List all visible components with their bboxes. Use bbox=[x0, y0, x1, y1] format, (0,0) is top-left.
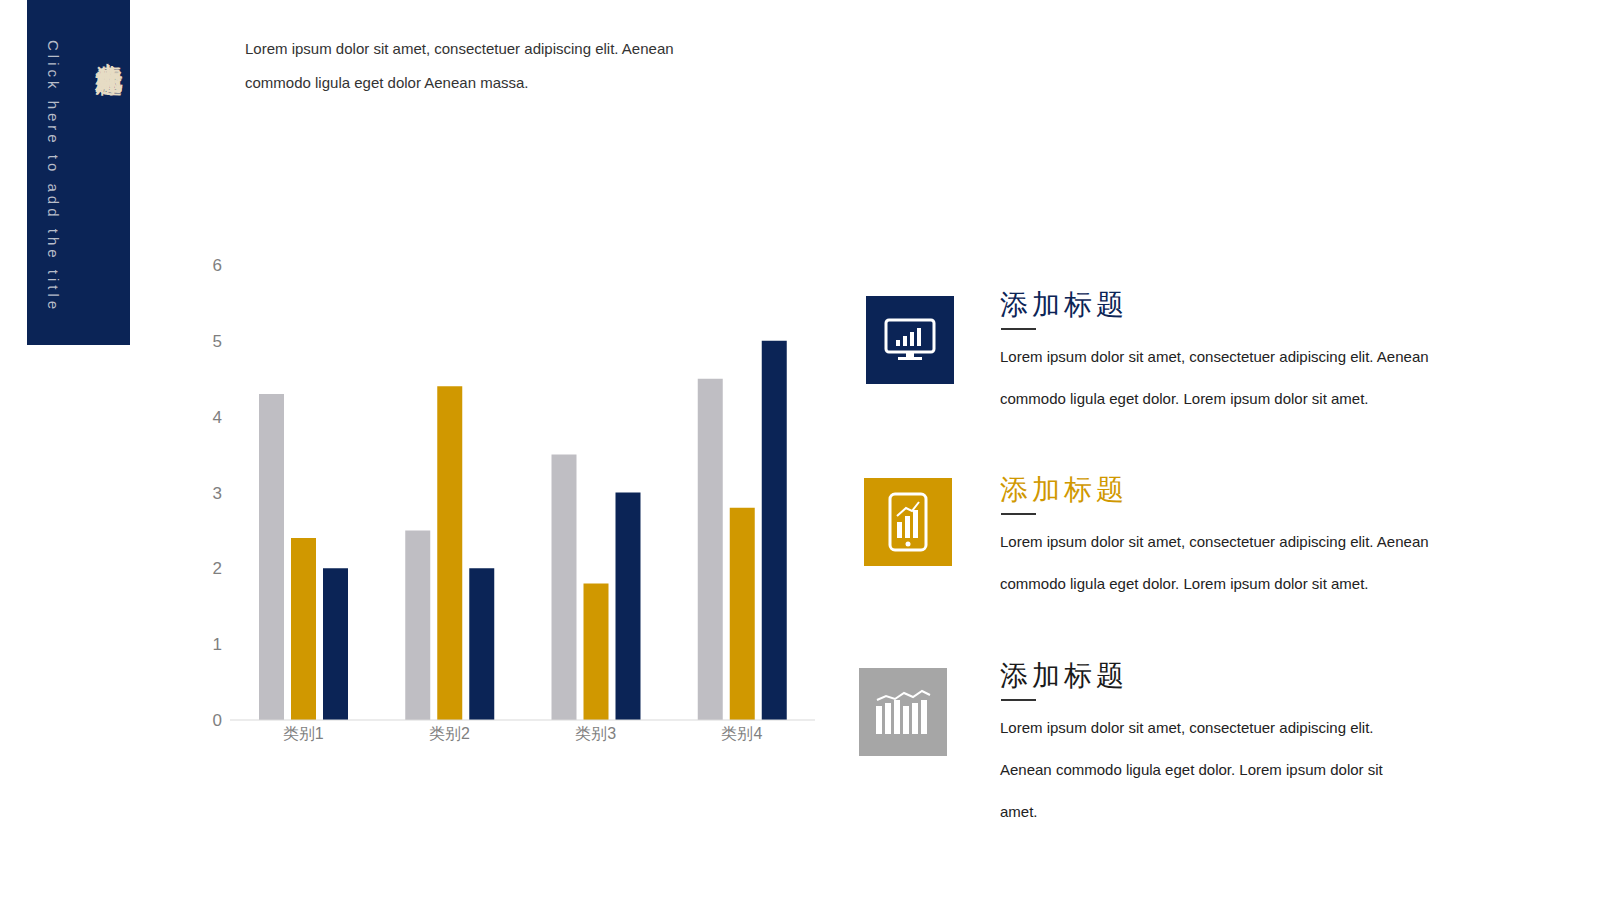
html-text:commodo ligula eget dolor. Lor: commodo ligula eget dolor. Lorem ipsum d… bbox=[1000, 390, 1369, 407]
html-text:Lorem ipsum dolor sit amet, co: Lorem ipsum dolor sit amet, consectetuer… bbox=[1000, 533, 1429, 550]
html-text:Click here to add the title: Click here to add the title bbox=[45, 40, 62, 314]
svg-text:0: 0 bbox=[213, 711, 222, 730]
html-text:amet.: amet. bbox=[1000, 803, 1038, 820]
html-text:添加标题: 添加标题 bbox=[1000, 659, 1128, 692]
html-text:Aenean commodo ligula eget dol: Aenean commodo ligula eget dolor. Lorem … bbox=[1000, 761, 1383, 778]
svg-text:类别3: 类别3 bbox=[575, 725, 616, 742]
svg-text:1: 1 bbox=[213, 635, 222, 654]
svg-text:类别4: 类别4 bbox=[721, 725, 762, 742]
html-text:commodo ligula eget dolor. Lor: commodo ligula eget dolor. Lorem ipsum d… bbox=[1000, 575, 1369, 592]
html-text:Lorem ipsum dolor sit amet, co: Lorem ipsum dolor sit amet, consectetuer… bbox=[1000, 719, 1374, 736]
html-text:添加标题: 添加标题 bbox=[1000, 288, 1128, 321]
html-text:添加标题: 添加标题 bbox=[1000, 473, 1128, 506]
svg-text:类别2: 类别2 bbox=[429, 725, 470, 742]
svg-text:5: 5 bbox=[213, 332, 222, 351]
svg-text:类别1: 类别1 bbox=[283, 725, 324, 742]
svg-text:3: 3 bbox=[213, 484, 222, 503]
html-text:Lorem ipsum dolor sit amet, co: Lorem ipsum dolor sit amet, consectetuer… bbox=[245, 40, 674, 57]
svg-text:4: 4 bbox=[213, 408, 222, 427]
html-text:Lorem ipsum dolor sit amet, co: Lorem ipsum dolor sit amet, consectetuer… bbox=[1000, 348, 1429, 365]
html-text:commodo ligula eget dolor Aene: commodo ligula eget dolor Aenean massa. bbox=[245, 74, 529, 91]
svg-text:2: 2 bbox=[213, 559, 222, 578]
svg-text:6: 6 bbox=[213, 256, 222, 275]
html-text:点击此处添加标题: 点击此处添加标题 bbox=[92, 40, 125, 48]
